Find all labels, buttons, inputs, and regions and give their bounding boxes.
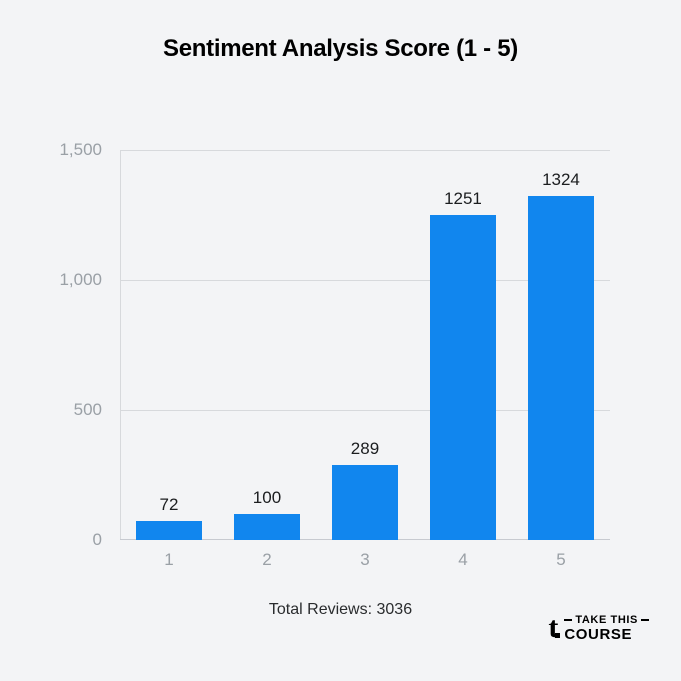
bar: 289 <box>332 465 399 540</box>
x-tick-label: 1 <box>164 550 173 570</box>
x-tick-label: 4 <box>458 550 467 570</box>
logo-text: TAKE THIS COURSE <box>564 615 649 642</box>
bar-value-label: 72 <box>160 495 179 515</box>
bar-value-label: 100 <box>253 488 281 508</box>
bar-fill <box>528 196 595 540</box>
y-tick-label: 1,000 <box>59 270 102 290</box>
bar: 1324 <box>528 196 595 540</box>
logo-dash-icon <box>641 619 649 621</box>
brand-logo: t TAKE THIS COURSE <box>548 613 649 643</box>
logo-dash-icon <box>564 619 572 621</box>
chart-plot-area: 05001,0001,500721100228931251413245 <box>120 150 610 540</box>
bar-value-label: 289 <box>351 439 379 459</box>
gridline <box>120 150 610 151</box>
x-tick-label: 2 <box>262 550 271 570</box>
x-tick-label: 3 <box>360 550 369 570</box>
y-tick-label: 1,500 <box>59 140 102 160</box>
bar: 1251 <box>430 215 497 540</box>
bar-fill <box>332 465 399 540</box>
bar-value-label: 1324 <box>542 170 580 190</box>
chart-title: Sentiment Analysis Score (1 - 5) <box>0 35 681 63</box>
bar-fill <box>430 215 497 540</box>
y-axis-line <box>120 150 121 540</box>
logo-line1: TAKE THIS <box>575 615 638 626</box>
bar-fill <box>234 514 301 540</box>
logo-t-icon: t <box>548 613 558 643</box>
y-tick-label: 0 <box>93 530 102 550</box>
x-tick-label: 5 <box>556 550 565 570</box>
bar-value-label: 1251 <box>444 189 482 209</box>
bar: 100 <box>234 514 301 540</box>
bar: 72 <box>136 521 203 540</box>
logo-line2: COURSE <box>564 627 649 642</box>
bar-fill <box>136 521 203 540</box>
y-tick-label: 500 <box>74 400 102 420</box>
